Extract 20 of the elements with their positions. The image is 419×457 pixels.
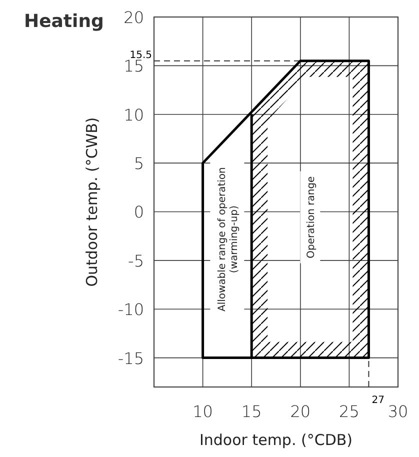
x-tick-label: 15 [241, 402, 262, 421]
y-tick-label: 20 [124, 8, 144, 27]
y-tick-label: -15 [118, 348, 144, 368]
y-tick-label: 0 [134, 202, 144, 222]
x-tick-label: 30 [388, 402, 408, 421]
ref-line-label: 27 [372, 395, 384, 406]
chart-title: Heating [24, 11, 104, 32]
x-tick-label: 20 [290, 402, 311, 421]
x-axis-title: Indoor temp. (°CDB) [199, 431, 353, 449]
y-tick-label: -5 [128, 251, 144, 270]
x-tick-label: 10 [192, 402, 213, 421]
y-axis-title: Outdoor temp. (°CWB) [83, 117, 101, 287]
annotation: Operation range [306, 176, 318, 258]
line-series [202, 60, 370, 360]
annotation: Allowable range of operation (warming-up) [217, 167, 240, 312]
y-tick-label: 10 [124, 105, 144, 124]
x-tick-label: 25 [339, 402, 360, 421]
y-tick-label: 5 [134, 154, 144, 174]
y-tick-label: -10 [118, 300, 144, 320]
ref-line-label: 15.5 [130, 50, 152, 61]
